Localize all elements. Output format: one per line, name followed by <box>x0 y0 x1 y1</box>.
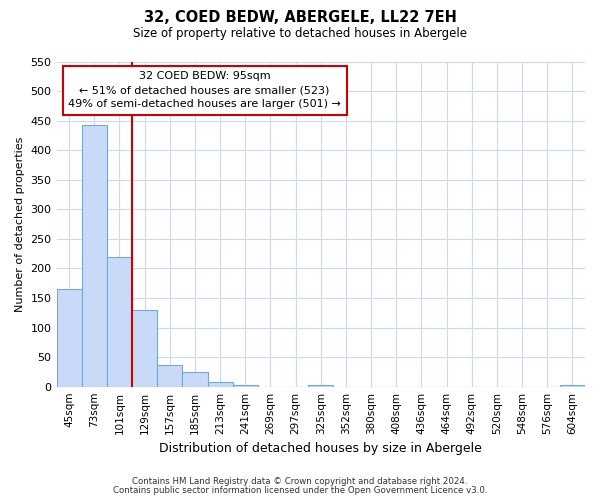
Bar <box>157 366 182 386</box>
Bar <box>233 385 258 386</box>
Text: Contains public sector information licensed under the Open Government Licence v3: Contains public sector information licen… <box>113 486 487 495</box>
Text: Contains HM Land Registry data © Crown copyright and database right 2024.: Contains HM Land Registry data © Crown c… <box>132 477 468 486</box>
Y-axis label: Number of detached properties: Number of detached properties <box>15 136 25 312</box>
Bar <box>82 125 107 386</box>
Bar <box>182 372 208 386</box>
Bar <box>132 310 157 386</box>
X-axis label: Distribution of detached houses by size in Abergele: Distribution of detached houses by size … <box>160 442 482 455</box>
Text: 32, COED BEDW, ABERGELE, LL22 7EH: 32, COED BEDW, ABERGELE, LL22 7EH <box>143 10 457 25</box>
Bar <box>107 256 132 386</box>
Bar <box>56 289 82 386</box>
Bar <box>208 382 233 386</box>
Text: 32 COED BEDW: 95sqm
← 51% of detached houses are smaller (523)
49% of semi-detac: 32 COED BEDW: 95sqm ← 51% of detached ho… <box>68 72 341 110</box>
Text: Size of property relative to detached houses in Abergele: Size of property relative to detached ho… <box>133 28 467 40</box>
